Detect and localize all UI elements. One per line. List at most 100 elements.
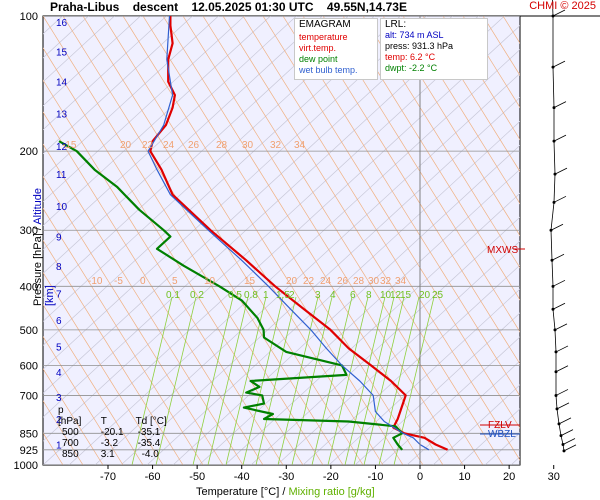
wind-barb xyxy=(558,417,572,425)
lrl-dwpt: dwpt: -2.2 °C xyxy=(385,63,438,73)
mixing-ratio-line xyxy=(393,296,435,465)
dry-adiabat xyxy=(262,16,520,429)
background-diagonal xyxy=(250,216,520,465)
mixing-ratio-label: 25 xyxy=(432,290,444,301)
dry-adiabat xyxy=(43,16,324,465)
station-name: Praha-Libus xyxy=(50,0,120,14)
wind-profile-line xyxy=(560,435,564,445)
x-axis-title-mixing: Mixing ratio [g/kg] xyxy=(288,486,375,498)
dry-adiabat-label: 24 xyxy=(320,276,332,287)
dry-adiabat xyxy=(362,16,520,269)
copyright-label: CHMI © 2025 xyxy=(529,0,596,12)
dry-adiabat-label: 30 xyxy=(368,276,380,287)
wind-barb xyxy=(552,302,566,310)
background-diagonal xyxy=(43,16,245,203)
background-diagonal xyxy=(43,16,323,274)
stats-header-p: p [hPa] xyxy=(58,405,82,427)
pressure-tick-label: 500 xyxy=(20,325,38,337)
stats-cell: 3.1 xyxy=(100,449,115,460)
wind-barb xyxy=(556,402,570,410)
mixing-ratio-line xyxy=(207,296,249,465)
x-axis-title-temp: Temperature [°C] xyxy=(196,486,280,498)
wind-profile-line xyxy=(553,174,556,203)
dry-adiabat xyxy=(43,368,104,465)
altitude-tick-label: 8 xyxy=(56,262,62,273)
stats-cell: -3.2 xyxy=(100,438,119,449)
wind-barb xyxy=(553,101,567,109)
wind-barb xyxy=(552,279,566,287)
wind-profile-line xyxy=(552,0,554,17)
stats-row: 850 3.1 -4.0 xyxy=(58,449,178,460)
wind-profile-line xyxy=(551,260,554,287)
dry-adiabat xyxy=(43,79,284,465)
dry-adiabat-label: -15 xyxy=(62,140,77,151)
wind-barb xyxy=(555,365,569,373)
wind-barb xyxy=(560,429,574,436)
wind-barb xyxy=(553,134,567,142)
wind-barb xyxy=(554,323,568,331)
stats-cell: 500 xyxy=(62,427,79,438)
dry-adiabat-label: 32 xyxy=(270,140,282,151)
wind-barb xyxy=(552,9,566,17)
dry-adiabat xyxy=(402,16,520,205)
pressure-tick-label: 925 xyxy=(20,445,38,457)
dry-adiabat-label: 28 xyxy=(353,276,365,287)
pressure-tick-label: 600 xyxy=(20,360,38,372)
mixing-ratio-label: 4 xyxy=(330,290,336,301)
dry-adiabat xyxy=(0,16,3,465)
stats-cell: -20.1 xyxy=(100,427,124,438)
pressure-tick-label: 850 xyxy=(20,428,38,440)
plot-area xyxy=(42,15,521,466)
dry-adiabat-label: 0 xyxy=(140,276,146,287)
background-diagonal xyxy=(43,16,219,179)
background-diagonal xyxy=(406,360,520,465)
wind-barb xyxy=(552,60,566,68)
legend-item-wet-bulb: wet bulb temp. xyxy=(299,65,358,75)
background-diagonal xyxy=(563,0,600,465)
dry-adiabat xyxy=(302,16,520,365)
altitude-tick-label: 2 xyxy=(56,415,62,426)
wind-point xyxy=(562,449,566,453)
stats-row: 500 -20.1 -35.1 xyxy=(58,427,178,438)
dry-adiabat xyxy=(62,16,344,465)
dry-adiabat-label: 32 xyxy=(380,276,392,287)
background-diagonal xyxy=(94,73,520,465)
dry-adiabat-label: 24 xyxy=(163,140,175,151)
dry-adiabat-label: 22 xyxy=(142,140,154,151)
wind-profile-line xyxy=(550,202,555,231)
wind-profile-line xyxy=(558,423,562,436)
wind-barb xyxy=(563,444,577,452)
background-diagonal xyxy=(354,312,520,465)
dry-adiabat xyxy=(422,16,520,173)
temperature-tick-label: -50 xyxy=(189,471,205,483)
stats-table: p [hPa] T Td [°C] 500 -20.1 -35.1 700 -3… xyxy=(58,405,178,460)
pressure-tick-label: 300 xyxy=(20,225,38,237)
dry-adiabat xyxy=(43,111,264,465)
lrl-alt: alt: 734 m ASL xyxy=(385,30,444,40)
background-diagonal xyxy=(302,264,520,465)
temperature-tick-label: 30 xyxy=(548,471,560,483)
wind-barb xyxy=(555,345,569,353)
dry-adiabat-label: 30 xyxy=(242,140,254,151)
altitude-tick-label: 1 xyxy=(56,440,62,451)
dry-adiabat xyxy=(43,271,164,465)
mixing-ratio-label: 8 xyxy=(366,290,372,301)
background-diagonal xyxy=(432,384,520,465)
altitude-tick-label: 14 xyxy=(56,78,68,89)
dry-adiabat-label: 15 xyxy=(244,276,256,287)
altitude-tick-label: 3 xyxy=(56,393,62,404)
sounding-coords: 49.55N,14.73E xyxy=(326,0,407,14)
stats-cell: -35.4 xyxy=(137,438,161,449)
temperature-tick-label: -20 xyxy=(323,471,339,483)
temperature-tick-label: -70 xyxy=(100,471,116,483)
mixing-ratio-line xyxy=(363,296,405,465)
y-axis-title-pressure: Pressure [hPa] xyxy=(32,233,44,306)
dry-adiabat xyxy=(43,336,124,465)
lrl-title: LRL: xyxy=(385,19,407,30)
dry-adiabat-label: 22 xyxy=(303,276,315,287)
lrl-temp: temp: 6.2 °C xyxy=(385,52,436,62)
altitude-tick-label: 13 xyxy=(56,110,68,121)
legend-title: EMAGRAM xyxy=(299,19,351,30)
wind-barb xyxy=(554,167,568,175)
mixing-ratio-label: 3 xyxy=(315,290,321,301)
